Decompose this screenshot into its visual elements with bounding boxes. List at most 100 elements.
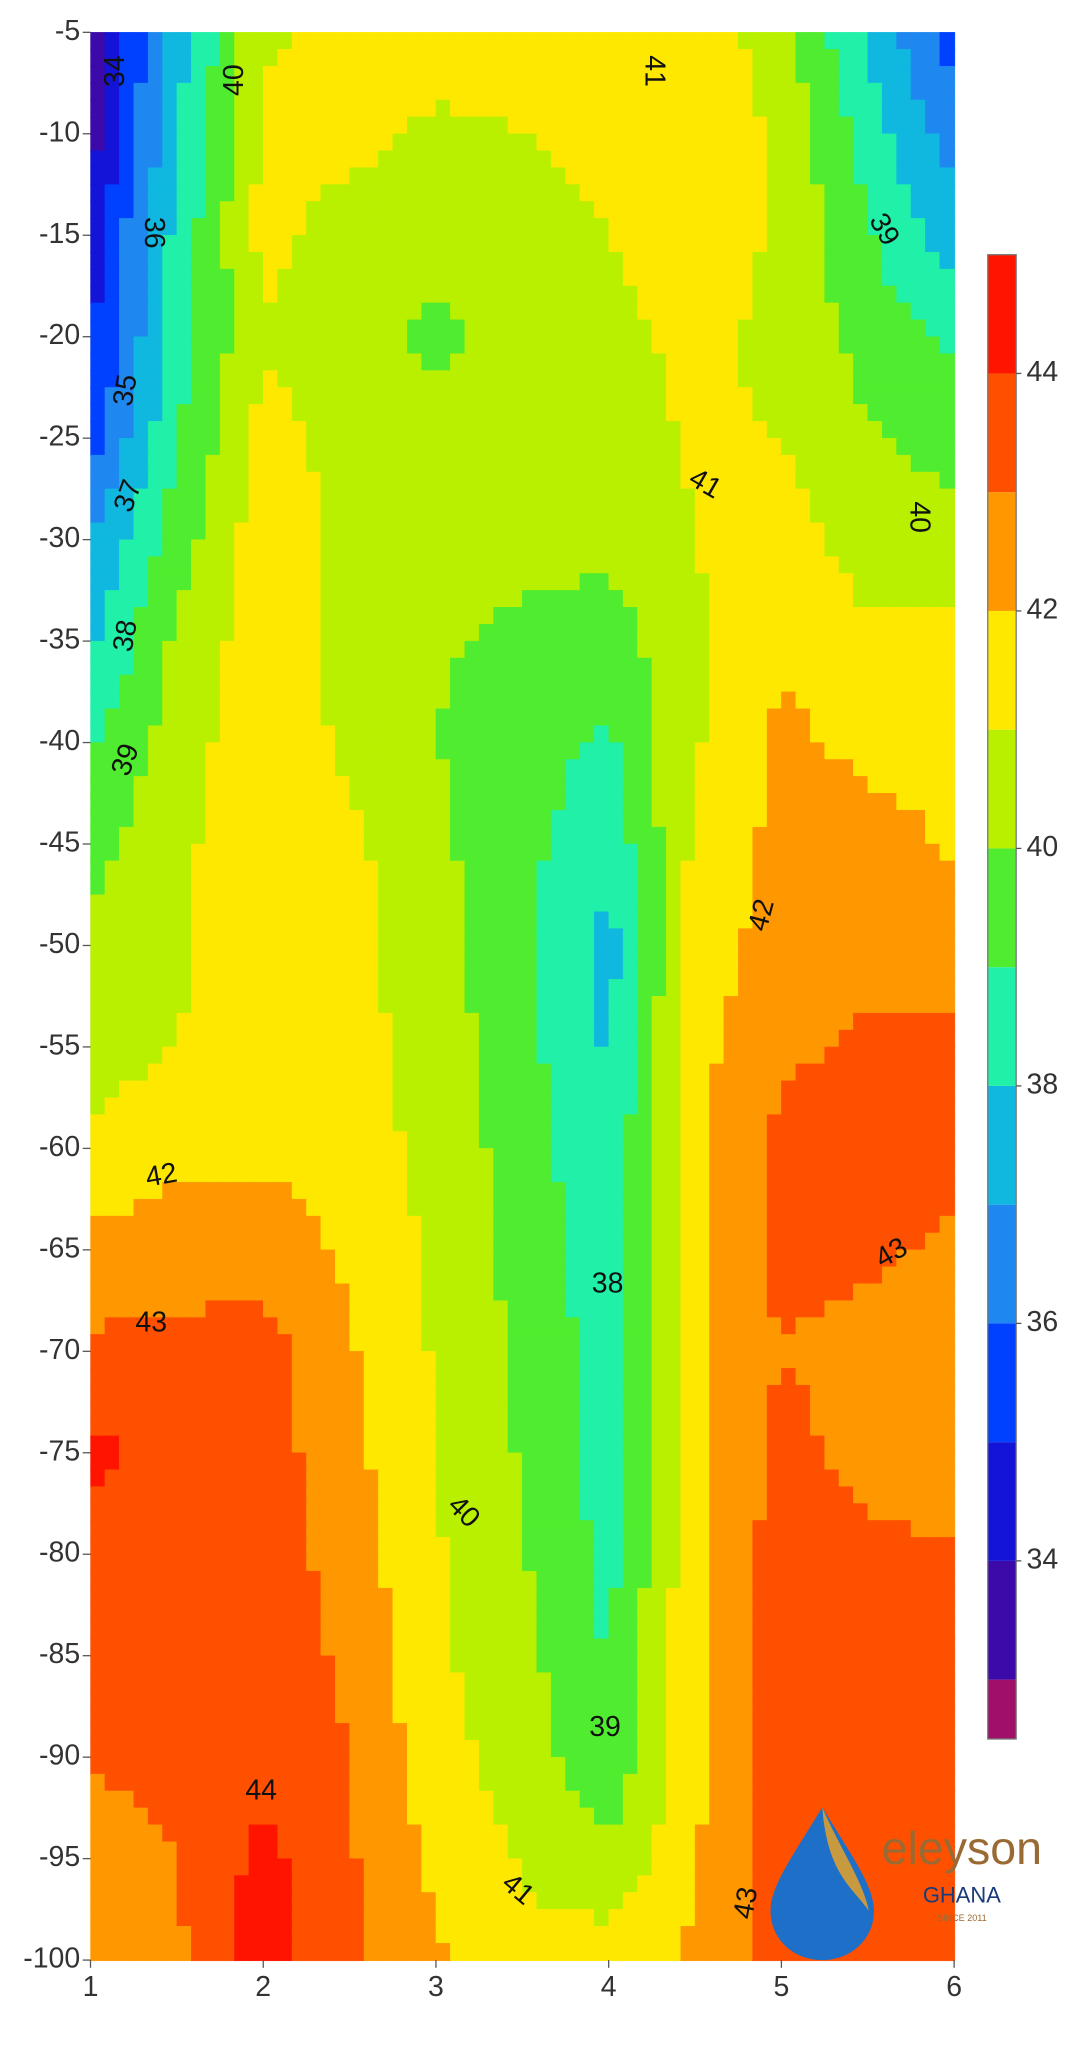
- contour-cell: [392, 894, 409, 913]
- contour-cell: [191, 809, 207, 829]
- contour-cell: [709, 1232, 725, 1251]
- contour-cell: [723, 235, 740, 254]
- contour-cell: [651, 1384, 668, 1404]
- contour-cell: [579, 218, 596, 237]
- contour-cell: [464, 793, 481, 812]
- contour-cell: [176, 657, 193, 676]
- contour-cell: [680, 1029, 697, 1048]
- contour-cell: [392, 691, 409, 710]
- contour-cell: [119, 319, 135, 338]
- contour-cell: [435, 471, 452, 490]
- contour-cell: [867, 607, 884, 626]
- contour-cell: [349, 776, 365, 795]
- contour-cell: [363, 1165, 380, 1184]
- contour-cell: [651, 1198, 668, 1218]
- contour-cell: [406, 623, 423, 643]
- contour-cell: [421, 573, 437, 592]
- contour-cell: [176, 877, 193, 896]
- contour-cell: [493, 1351, 509, 1370]
- contour-cell: [709, 1368, 725, 1387]
- contour-cell: [320, 32, 337, 51]
- contour-cell: [536, 1418, 553, 1437]
- contour-cell: [809, 302, 826, 321]
- contour-cell: [666, 488, 682, 507]
- contour-cell: [565, 1418, 581, 1437]
- contour-cell: [450, 184, 466, 203]
- contour-cell: [133, 1012, 150, 1031]
- contour-cell: [881, 877, 898, 896]
- contour-cell: [277, 1046, 293, 1065]
- contour-cell: [723, 285, 740, 304]
- contour-cell: [349, 1317, 365, 1336]
- contour-cell: [349, 167, 365, 186]
- contour-cell: [608, 1401, 625, 1420]
- contour-cell: [450, 65, 466, 85]
- contour-cell: [752, 184, 768, 203]
- contour-cell: [565, 268, 581, 287]
- contour-cell: [507, 776, 524, 795]
- contour-cell: [234, 640, 250, 659]
- contour-cell: [608, 1435, 625, 1454]
- contour-cell: [450, 150, 466, 169]
- contour-cell: [637, 1266, 653, 1285]
- contour-cell: [594, 911, 610, 930]
- contour-cell: [881, 928, 898, 947]
- contour-cell: [809, 742, 826, 761]
- contour-cell: [349, 302, 365, 321]
- contour-cell: [464, 776, 481, 795]
- contour-cell: [651, 1029, 668, 1048]
- contour-cell: [147, 742, 164, 761]
- contour-cell: [853, 877, 869, 896]
- contour-cell: [291, 1401, 308, 1420]
- contour-cell: [392, 1435, 409, 1454]
- contour-cell: [694, 657, 711, 676]
- contour-cell: [147, 809, 164, 829]
- contour-cell: [939, 167, 956, 186]
- contour-cell: [680, 184, 697, 203]
- contour-cell: [579, 1401, 596, 1420]
- contour-cell: [263, 573, 279, 592]
- contour-cell: [507, 590, 524, 609]
- contour-cell: [925, 167, 941, 186]
- contour-cell: [306, 421, 322, 440]
- contour-cell: [766, 65, 783, 85]
- contour-cell: [910, 1080, 927, 1099]
- contour-cell: [421, 471, 437, 490]
- contour-cell: [219, 1384, 236, 1404]
- contour-cell: [766, 877, 783, 896]
- contour-cell: [622, 1266, 639, 1285]
- contour-cell: [536, 1198, 553, 1218]
- contour-cell: [291, 776, 308, 795]
- contour-cell: [766, 336, 783, 355]
- contour-cell: [478, 49, 495, 68]
- contour-cell: [939, 1182, 956, 1201]
- contour-cell: [910, 623, 927, 643]
- contour-cell: [637, 1249, 653, 1268]
- contour-cell: [809, 1266, 826, 1285]
- contour-cell: [536, 1046, 553, 1065]
- contour-cell: [738, 505, 754, 524]
- contour-cell: [450, 1012, 466, 1031]
- contour-cell: [205, 1029, 222, 1048]
- contour-cell: [550, 809, 567, 829]
- contour-cell: [450, 302, 466, 321]
- contour-cell: [378, 421, 394, 440]
- contour-cell: [925, 556, 941, 575]
- contour-cell: [263, 471, 279, 490]
- contour-cell: [680, 691, 697, 710]
- contour-cell: [392, 32, 409, 51]
- contour-cell: [738, 1351, 754, 1370]
- contour-cell: [176, 945, 193, 964]
- contour-cell: [594, 979, 610, 998]
- contour-cell: [349, 1418, 365, 1437]
- contour-cell: [637, 387, 653, 406]
- contour-cell: [838, 471, 855, 490]
- contour-cell: [838, 607, 855, 626]
- contour-cell: [709, 49, 725, 68]
- contour-cell: [90, 894, 106, 913]
- contour-cell: [421, 99, 437, 118]
- contour-cell: [795, 133, 812, 152]
- contour-cell: [939, 640, 956, 659]
- contour-cell: [637, 522, 653, 541]
- contour-cell: [838, 1097, 855, 1116]
